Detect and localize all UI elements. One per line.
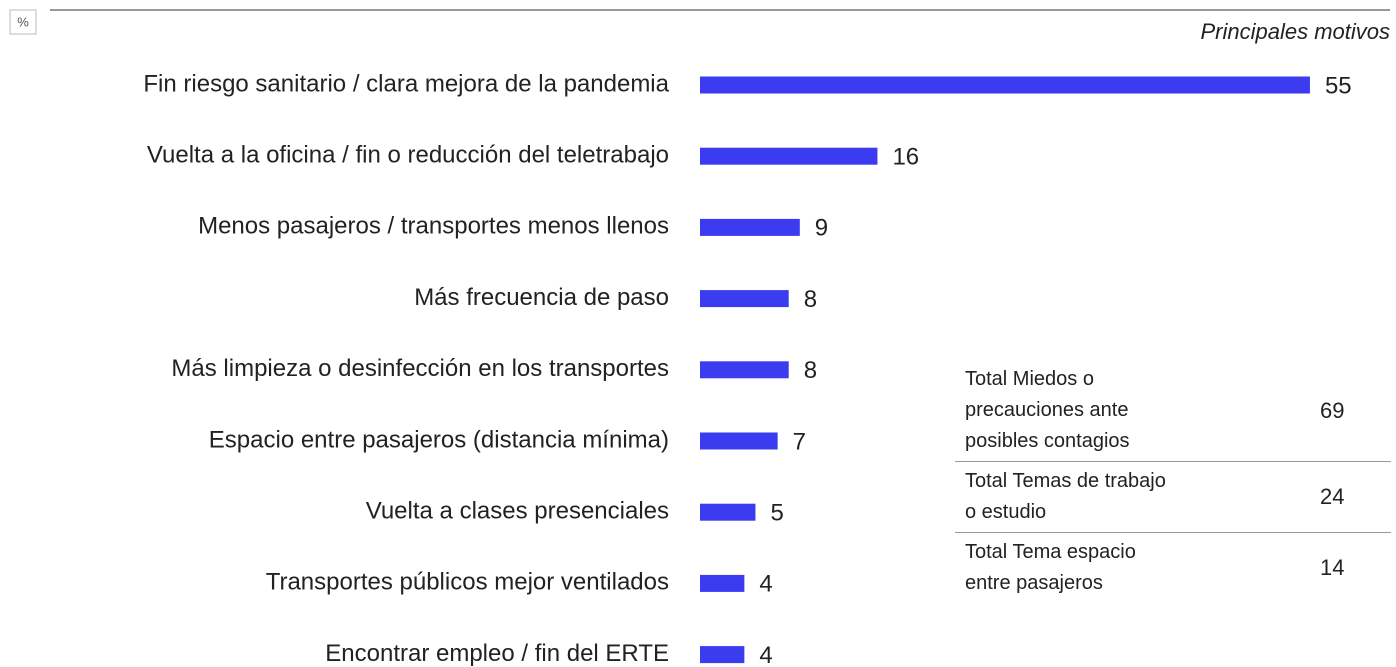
- row-label-line: Total Miedos o: [965, 368, 1094, 390]
- row-label: Total Temas de trabajo o estudio: [965, 466, 1265, 528]
- value-label: 4: [759, 642, 772, 667]
- bar: [700, 147, 878, 165]
- bar: [700, 290, 789, 308]
- category-label: Espacio entre pasajeros (distancia mínim…: [209, 426, 669, 453]
- row-label-line: Total Tema espacio: [965, 541, 1136, 563]
- table-row: Total Temas de trabajo o estudio 24: [955, 462, 1391, 533]
- value-label: 8: [804, 286, 817, 313]
- row-label-line: Total Temas de trabajo: [965, 470, 1166, 492]
- value-label: 5: [770, 500, 783, 527]
- bar: [700, 76, 1310, 94]
- row-label-line: o estudio: [965, 501, 1047, 523]
- bar: [700, 503, 756, 521]
- category-label: Encontrar empleo / fin del ERTE: [325, 640, 669, 667]
- row-label: Total Miedos o precauciones ante posibles …: [965, 364, 1265, 457]
- category-label: Más frecuencia de paso: [414, 284, 669, 311]
- bar: [700, 218, 800, 236]
- value-label: 9: [815, 215, 828, 242]
- bar: [700, 646, 745, 664]
- category-label: Más limpieza o desinfección en los trans…: [171, 355, 669, 382]
- bar: [700, 432, 778, 450]
- value-label: 16: [892, 144, 919, 171]
- summary-table: Total Miedos o precauciones ante posibles …: [955, 360, 1391, 603]
- value-label: 4: [759, 571, 772, 598]
- category-label: Fin riesgo sanitario / clara mejora de l…: [143, 70, 669, 97]
- row-label: Total Tema espacio entre pasajeros: [965, 537, 1265, 599]
- bar: [700, 574, 745, 592]
- category-label: Vuelta a la oficina / fin o reducción de…: [147, 142, 669, 169]
- row-value: 24: [1320, 484, 1345, 509]
- chart-title: Principales motivos: [1200, 19, 1390, 44]
- unit-label: %: [17, 14, 29, 29]
- category-label: Vuelta a clases presenciales: [366, 498, 669, 525]
- unit-box: [9, 9, 37, 35]
- value-label: 8: [804, 357, 817, 384]
- row-label-line: precauciones ante: [965, 399, 1129, 421]
- table-row: Total Miedos o precauciones ante posibles …: [955, 360, 1391, 462]
- category-label: Menos pasajeros / transportes menos llen…: [198, 213, 669, 240]
- row-value: 14: [1320, 555, 1345, 580]
- table-row: Total Tema espacio entre pasajeros 14: [955, 533, 1391, 603]
- category-label: Transportes públicos mejor ventilados: [266, 569, 669, 596]
- row-label-line: entre pasajeros: [965, 572, 1103, 594]
- value-label: 55: [1325, 72, 1352, 99]
- row-label-line: posibles contagios: [965, 430, 1130, 452]
- value-label: 7: [793, 428, 806, 455]
- bar: [700, 361, 789, 379]
- row-value: 69: [1320, 397, 1345, 423]
